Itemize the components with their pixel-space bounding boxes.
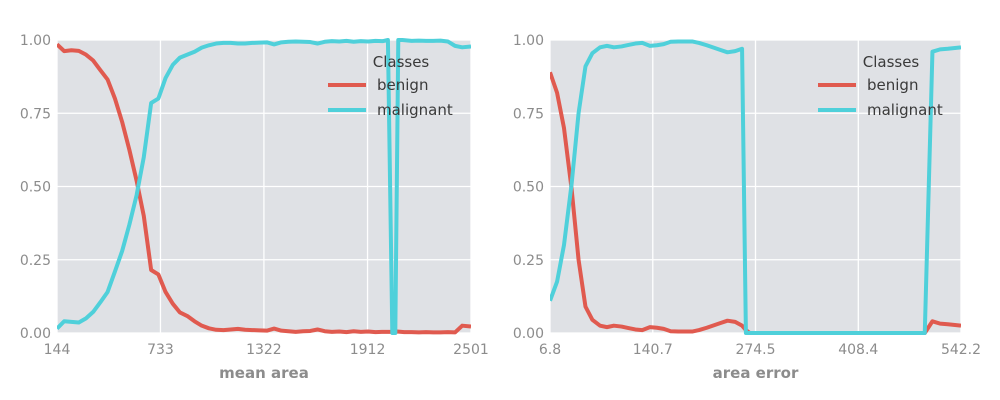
y-tick-label: 0.50 [20, 180, 51, 196]
x-axis-label: area error [713, 364, 799, 382]
chart-1: 144 733 1322 1912 2501 0.00 0.25 0.50 0.75 1.00 me… [20, 33, 489, 382]
y-tick-label: 0.25 [20, 253, 51, 269]
legend-title: Classes [373, 53, 430, 71]
x-tick-label: 733 [147, 342, 174, 358]
x-tick-label: 6.8 [539, 342, 561, 358]
series-line-malignant [57, 38, 471, 335]
y-tick-label: 0.25 [513, 253, 544, 269]
legend-label-malignant: malignant [377, 101, 453, 119]
legend-label-benign: benign [377, 76, 428, 94]
series-line-malignant [550, 39, 961, 335]
chart-2: 6.8 140.7 274.5 408.4 542.2 0.00 0.25 0.50 0.75 1… [513, 33, 981, 382]
legend-title: Classes [863, 53, 920, 71]
x-tick-label: 408.4 [838, 342, 878, 358]
legend-label-benign: benign [867, 76, 918, 94]
y-tick-label: 0.75 [20, 106, 51, 122]
x-axis-label: mean area [219, 364, 309, 382]
legend-label-malignant: malignant [867, 101, 943, 119]
x-tick-label: 542.2 [941, 342, 981, 358]
y-tick-label: 0.00 [513, 326, 544, 342]
x-tick-label: 274.5 [735, 342, 775, 358]
x-tick-label: 140.7 [633, 342, 673, 358]
y-tick-label: 0.50 [513, 180, 544, 196]
y-tick-label: 1.00 [513, 33, 544, 49]
x-tick-label: 1322 [246, 342, 282, 358]
x-tick-label: 144 [44, 342, 71, 358]
series-group [550, 39, 961, 335]
y-tick-label: 0.00 [20, 326, 51, 342]
y-tick-label: 1.00 [20, 33, 51, 49]
series-group [57, 38, 471, 335]
x-tick-label: 1912 [350, 342, 386, 358]
x-tick-label: 2501 [453, 342, 489, 358]
y-tick-label: 0.75 [513, 106, 544, 122]
series-line-benign [57, 42, 471, 335]
